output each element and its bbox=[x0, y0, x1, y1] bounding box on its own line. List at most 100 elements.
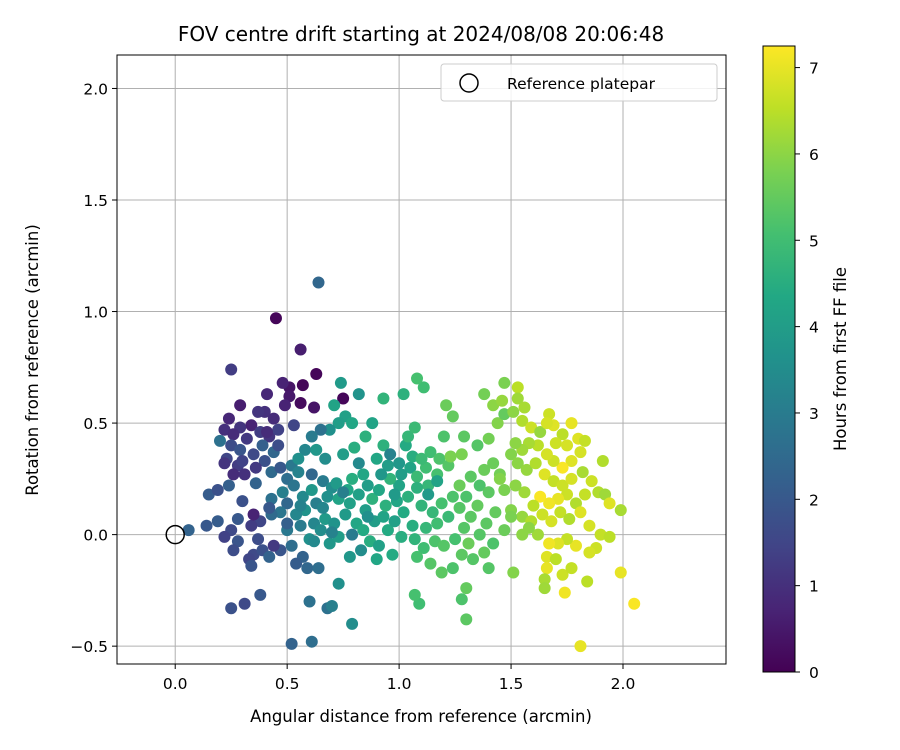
data-point bbox=[599, 488, 612, 501]
data-point bbox=[395, 530, 408, 543]
data-point bbox=[372, 539, 385, 552]
data-point bbox=[549, 437, 562, 450]
data-point bbox=[509, 437, 522, 450]
data-point bbox=[276, 376, 289, 389]
plot-frame bbox=[116, 54, 727, 665]
data-point bbox=[561, 439, 574, 452]
data-point bbox=[352, 388, 365, 401]
data-point bbox=[455, 548, 468, 561]
colorbar-label: Hours from first FF file bbox=[831, 267, 850, 451]
data-point bbox=[305, 484, 318, 496]
data-point bbox=[536, 508, 549, 521]
data-point bbox=[408, 421, 421, 434]
data-point bbox=[294, 343, 307, 356]
data-point bbox=[520, 463, 533, 476]
data-point bbox=[274, 506, 287, 519]
data-point bbox=[325, 526, 338, 539]
data-point bbox=[576, 466, 589, 479]
data-point bbox=[603, 497, 616, 510]
data-point bbox=[397, 388, 410, 401]
data-point bbox=[305, 635, 318, 648]
data-point bbox=[234, 399, 247, 412]
data-point bbox=[332, 577, 345, 590]
data-point bbox=[384, 472, 397, 485]
data-point bbox=[245, 559, 258, 572]
data-point bbox=[424, 557, 437, 570]
data-point bbox=[218, 423, 231, 436]
data-point bbox=[281, 517, 294, 530]
data-point bbox=[509, 479, 522, 492]
data-point bbox=[419, 521, 432, 534]
data-point bbox=[458, 521, 471, 534]
data-point bbox=[563, 513, 576, 525]
data-point bbox=[406, 450, 419, 463]
data-point bbox=[287, 479, 300, 492]
data-point bbox=[314, 524, 327, 537]
data-point bbox=[614, 504, 627, 517]
data-point bbox=[540, 448, 553, 461]
data-point bbox=[314, 423, 327, 436]
data-point bbox=[388, 488, 401, 501]
data-point bbox=[404, 461, 417, 474]
data-point bbox=[417, 381, 430, 394]
data-point bbox=[540, 550, 553, 563]
data-point bbox=[321, 490, 334, 503]
data-point bbox=[525, 421, 538, 434]
x-tick-label: 0.5 bbox=[275, 675, 300, 693]
data-point bbox=[200, 519, 213, 532]
data-point bbox=[332, 417, 345, 430]
data-point bbox=[274, 461, 287, 474]
data-point bbox=[440, 399, 453, 412]
data-point bbox=[561, 533, 574, 546]
data-point bbox=[498, 524, 511, 537]
data-point bbox=[431, 517, 444, 530]
colorbar-tick-label: 7 bbox=[809, 60, 819, 78]
data-point bbox=[265, 466, 278, 479]
data-point bbox=[294, 397, 307, 409]
data-point bbox=[417, 542, 430, 554]
data-point bbox=[596, 455, 609, 467]
colorbar-ticks: 0 1 2 3 4 5 6 7 bbox=[795, 60, 819, 682]
data-point bbox=[487, 399, 500, 412]
data-point bbox=[312, 562, 325, 575]
data-point bbox=[415, 452, 428, 465]
data-point bbox=[227, 544, 240, 557]
data-point bbox=[453, 479, 466, 492]
x-tick-label: 1.5 bbox=[499, 675, 524, 693]
data-point bbox=[305, 430, 318, 443]
data-point bbox=[516, 528, 529, 541]
data-point bbox=[547, 475, 560, 488]
data-point bbox=[538, 582, 551, 595]
data-point bbox=[487, 457, 500, 470]
data-point bbox=[549, 553, 562, 566]
data-point bbox=[531, 528, 544, 541]
data-point bbox=[411, 470, 424, 483]
data-point bbox=[352, 457, 365, 470]
data-point bbox=[531, 439, 544, 452]
colorbar-tick-label: 3 bbox=[809, 405, 819, 423]
data-point bbox=[581, 575, 594, 588]
data-point bbox=[276, 486, 289, 499]
data-point bbox=[381, 459, 394, 472]
data-point bbox=[556, 568, 569, 581]
data-point bbox=[464, 470, 477, 483]
data-point bbox=[247, 508, 260, 521]
data-point bbox=[516, 510, 529, 523]
data-point bbox=[249, 477, 262, 490]
data-point bbox=[574, 506, 587, 519]
data-point bbox=[346, 417, 359, 430]
data-point bbox=[202, 488, 215, 501]
x-tick-label: 1.0 bbox=[387, 675, 412, 693]
data-point bbox=[574, 640, 587, 653]
data-point bbox=[460, 582, 473, 595]
data-point bbox=[225, 363, 238, 376]
data-point bbox=[460, 490, 473, 503]
data-point bbox=[316, 501, 329, 514]
data-point bbox=[377, 439, 390, 452]
data-point bbox=[308, 401, 321, 414]
data-point bbox=[330, 477, 343, 490]
data-point bbox=[225, 602, 238, 615]
data-point bbox=[507, 566, 520, 579]
data-point bbox=[211, 484, 224, 496]
data-point bbox=[222, 412, 235, 425]
